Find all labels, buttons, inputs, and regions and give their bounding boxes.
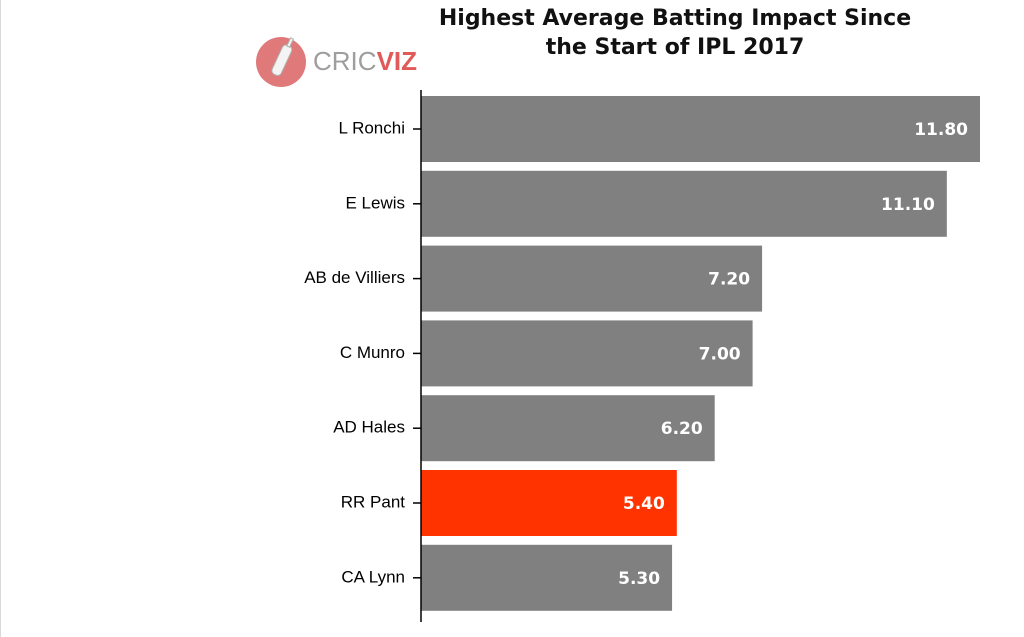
- chart-title-line-2: the Start of IPL 2017: [545, 35, 805, 60]
- chart-title-line-1: Highest Average Batting Impact Since: [438, 6, 912, 31]
- data-label-4: 6.20: [661, 419, 703, 439]
- y-tick-label-1: E Lewis: [345, 193, 405, 212]
- cricket-bat-icon: [256, 37, 306, 87]
- y-tick-label-2: AB de Villiers: [304, 268, 405, 287]
- bar-0: [421, 96, 980, 162]
- y-tick-label-5: RR Pant: [341, 492, 406, 511]
- bar-3: [421, 320, 753, 387]
- data-label-1: 11.10: [881, 195, 935, 215]
- logo-wordmark: CRICVIZ: [313, 46, 417, 76]
- bar-6: [421, 544, 673, 611]
- page-left-border: [0, 0, 1, 637]
- y-tick-label-3: C Munro: [340, 343, 405, 362]
- y-tick-label-0: L Ronchi: [339, 118, 405, 137]
- bar-2: [421, 245, 763, 312]
- data-label-5: 5.40: [623, 494, 665, 514]
- data-label-3: 7.00: [699, 344, 741, 364]
- logo-wordmark-part1: CRIC: [313, 46, 377, 76]
- bars-group: L Ronchi 11.80 E Lewis 11.10 AB de Villiers 7…: [304, 96, 980, 611]
- cricviz-logo: CRICVIZ: [255, 34, 417, 90]
- logo-wordmark-part2: VIZ: [376, 46, 418, 76]
- y-tick-label-6: CA Lynn: [341, 567, 405, 586]
- chart-title: Highest Average Batting Impact Since the…: [380, 4, 970, 62]
- data-label-0: 11.80: [914, 120, 968, 140]
- data-label-2: 7.20: [708, 270, 750, 290]
- bar-5: [421, 470, 677, 536]
- y-tick-label-4: AD Hales: [333, 418, 405, 437]
- bar-1: [421, 170, 947, 237]
- bar-4: [421, 395, 715, 462]
- data-label-6: 5.30: [618, 569, 660, 589]
